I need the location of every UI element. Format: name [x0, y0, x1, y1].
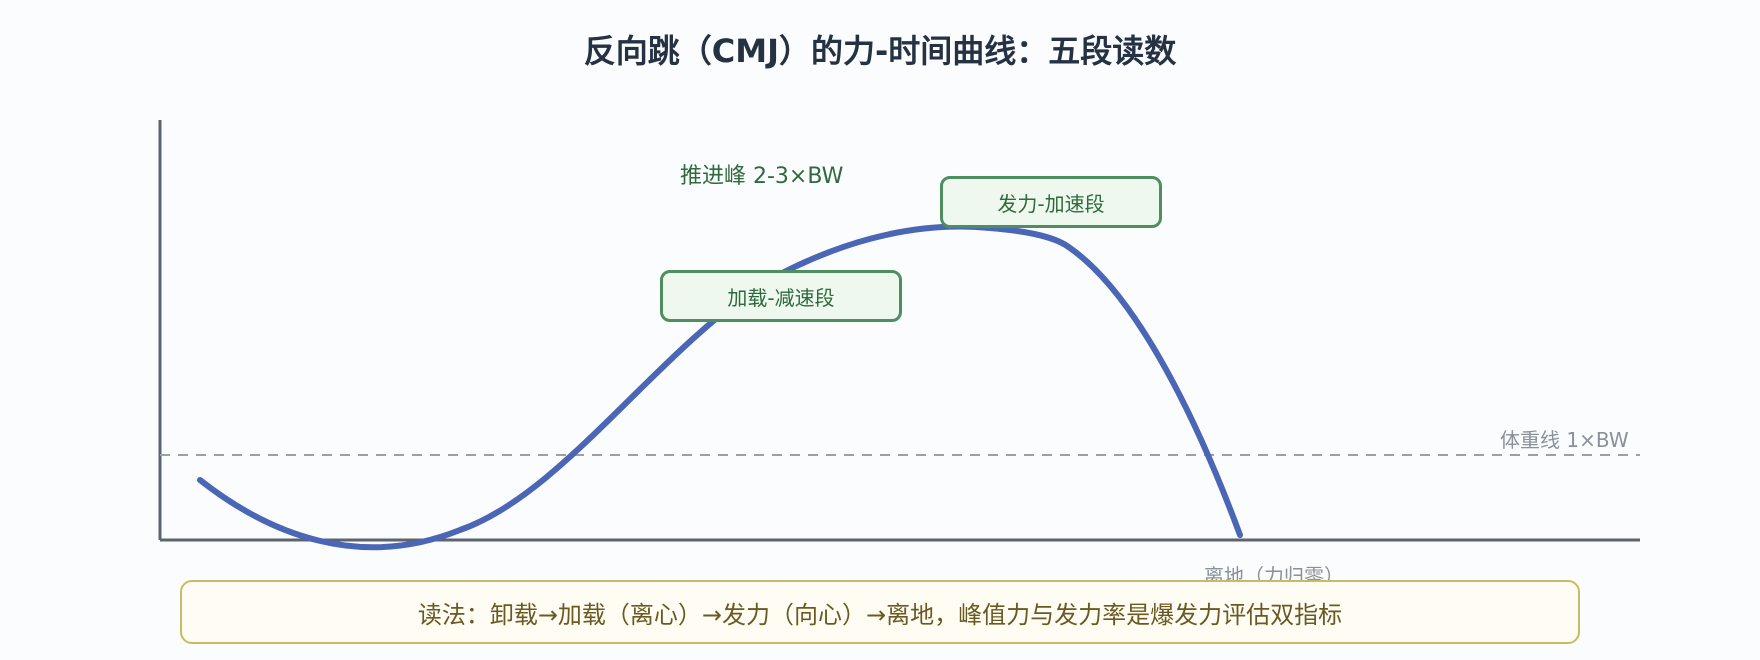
peak-label: 推进峰 2-3×BW — [680, 164, 844, 189]
force-curve — [197, 223, 1243, 551]
diagram-title: 反向跳（CMJ）的力-时间曲线：五段读数 — [583, 32, 1177, 70]
phase-box-loading: 加载-减速段 — [660, 270, 902, 322]
bodyweight-label: 体重线 1×BW — [1500, 428, 1629, 452]
phase-box-propulsion: 发力-加速段 — [940, 176, 1162, 228]
reading-note: 读法：卸载→加载（离心）→发力（向心）→离地，峰值力与发力率是爆发力评估双指标 — [180, 580, 1580, 644]
